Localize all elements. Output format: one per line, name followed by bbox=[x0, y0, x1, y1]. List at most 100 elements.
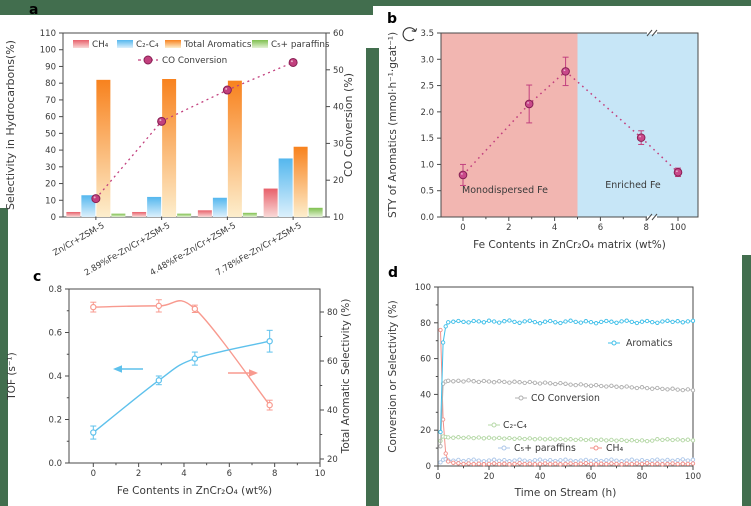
selectivity-marker bbox=[155, 302, 163, 310]
ytick-label: 3.0 bbox=[420, 55, 434, 65]
ytick-left-label: 10 bbox=[45, 196, 56, 206]
xtick-label: 8 bbox=[643, 223, 648, 233]
series-marker bbox=[497, 435, 502, 441]
xtick-label: 2 bbox=[136, 469, 141, 479]
sty-marker bbox=[524, 99, 534, 109]
series-marker bbox=[593, 438, 599, 443]
panel-d-chart: 0 20 40 60 80 100 0 20 40 60 80 100 C₅+ paraffins CH₄… bbox=[387, 283, 701, 499]
xtick-label: 10 bbox=[315, 469, 326, 479]
marker-highlight bbox=[461, 172, 463, 175]
series-marker bbox=[438, 460, 443, 465]
series-marker bbox=[446, 320, 451, 325]
series-marker bbox=[558, 320, 563, 326]
series-marker bbox=[542, 461, 548, 466]
axis-frame bbox=[62, 32, 327, 218]
ytick-right-label: 60 bbox=[333, 29, 344, 39]
marker-highlight bbox=[290, 60, 293, 63]
series-marker bbox=[548, 436, 553, 441]
series-marker bbox=[522, 380, 527, 386]
green-frame-top-left bbox=[0, 0, 373, 15]
series-marker bbox=[553, 437, 558, 442]
series-marker bbox=[624, 318, 629, 323]
series-marker bbox=[573, 461, 578, 467]
ytick-right-label: 20 bbox=[327, 455, 338, 465]
series-marker bbox=[604, 318, 609, 324]
marker-highlight bbox=[563, 69, 566, 72]
legend-swatch bbox=[165, 40, 181, 48]
region-enriched bbox=[577, 33, 698, 217]
series-marker bbox=[456, 435, 461, 440]
series-marker bbox=[542, 319, 548, 324]
ytick-label: 1.0 bbox=[420, 160, 434, 170]
series-marker bbox=[486, 379, 492, 384]
ylabel-left: TOF (s⁻¹) bbox=[6, 352, 18, 400]
green-frame-top-right bbox=[373, 0, 751, 6]
series-line-ch bbox=[440, 329, 694, 465]
series-marker bbox=[568, 437, 573, 442]
marker-highlight bbox=[93, 196, 96, 199]
ytick-label: 2.0 bbox=[420, 108, 434, 118]
xlabel: Fe Contents in ZnCr₂O₄ (wt%) bbox=[117, 485, 272, 497]
series-marker bbox=[486, 461, 492, 467]
series-marker bbox=[619, 319, 624, 324]
series-marker bbox=[548, 318, 553, 324]
series-marker bbox=[507, 318, 512, 323]
series-marker bbox=[438, 444, 443, 449]
series-marker bbox=[578, 437, 583, 442]
series-marker bbox=[660, 437, 665, 443]
series-marker bbox=[670, 437, 675, 443]
legend-label: Total Aromatics bbox=[183, 40, 252, 50]
series-marker bbox=[655, 320, 660, 325]
xtick-label: 4 bbox=[181, 469, 186, 479]
ytick-left-label: 80 bbox=[45, 79, 56, 89]
series-marker bbox=[655, 437, 660, 442]
series-marker bbox=[461, 379, 466, 384]
series-marker bbox=[593, 321, 599, 326]
series-marker bbox=[675, 319, 680, 324]
panel-label-b: b bbox=[387, 11, 398, 27]
series-marker bbox=[690, 457, 696, 462]
ytick-left-label: 70 bbox=[45, 96, 56, 106]
series-marker bbox=[624, 461, 629, 466]
ytick-label: 20 bbox=[420, 426, 431, 436]
legend-marker bbox=[143, 55, 153, 65]
series-marker bbox=[634, 385, 640, 391]
series-marker bbox=[553, 320, 558, 325]
series-marker bbox=[548, 461, 553, 467]
ytick-left-label: 40 bbox=[45, 146, 56, 156]
series-marker bbox=[609, 457, 614, 462]
series-marker bbox=[690, 388, 696, 393]
bar-ch bbox=[66, 211, 81, 217]
ytick-left-label: 60 bbox=[45, 113, 56, 123]
ytick-right-label: 40 bbox=[333, 103, 344, 113]
bar-ch bbox=[132, 211, 147, 217]
series-marker bbox=[619, 437, 624, 443]
series-marker bbox=[466, 435, 471, 440]
series-marker bbox=[527, 379, 532, 385]
tof-marker bbox=[90, 429, 97, 436]
series-marker bbox=[665, 437, 670, 442]
legend-label: CO Conversion bbox=[162, 56, 227, 66]
selectivity-curve bbox=[93, 300, 271, 406]
ytick-label: 3.5 bbox=[420, 29, 434, 39]
legend-label: CH₄ bbox=[92, 40, 109, 50]
legend-swatch bbox=[252, 40, 268, 48]
series-marker bbox=[522, 319, 527, 324]
bar-cparaffins bbox=[308, 207, 323, 217]
series-marker bbox=[497, 461, 502, 467]
series-marker bbox=[629, 438, 634, 443]
series-marker bbox=[476, 379, 481, 385]
marker-highlight bbox=[639, 135, 641, 138]
curved-arrow-annotation bbox=[402, 27, 416, 42]
ytick-label: 2.5 bbox=[420, 82, 434, 92]
series-marker bbox=[680, 320, 685, 325]
series-marker bbox=[486, 458, 492, 463]
series-marker bbox=[680, 461, 685, 466]
series-marker bbox=[502, 379, 507, 385]
series-marker bbox=[481, 378, 487, 384]
legend-label: C₅+ paraffins bbox=[271, 40, 330, 50]
series-marker bbox=[563, 319, 568, 324]
series-marker bbox=[537, 457, 543, 462]
panel-c-chart: 0.0 0.2 0.4 0.6 0.8 20 40 60 80 0 2 4 6 8 10 TOF (s⁻¹) T… bbox=[6, 285, 352, 497]
bar-ch bbox=[197, 210, 212, 217]
